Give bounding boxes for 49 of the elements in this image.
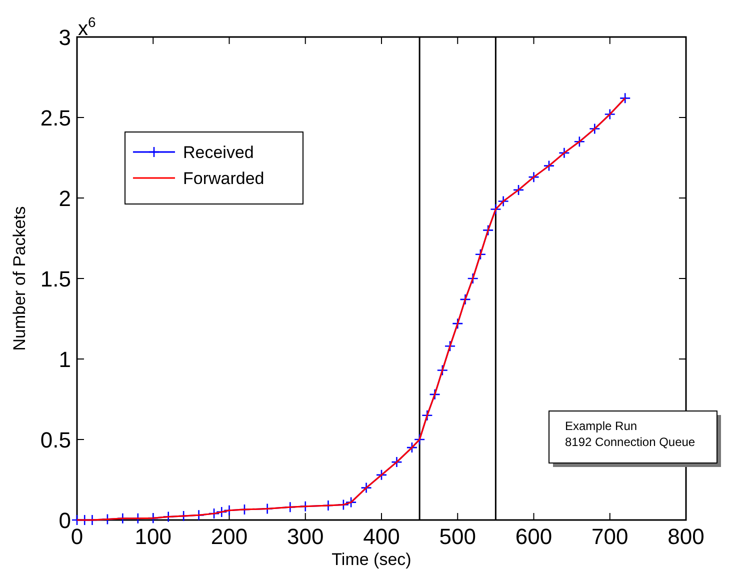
y-tick-label: 2 — [58, 186, 71, 211]
legend-label: Forwarded — [183, 169, 264, 188]
legend-label: Received — [183, 143, 254, 162]
y-tick-label: 0.5 — [40, 428, 71, 452]
point — [604, 108, 616, 120]
point — [498, 196, 509, 207]
point — [208, 508, 220, 520]
point — [543, 160, 555, 172]
point — [528, 171, 540, 183]
y-tick-label: 1.5 — [40, 266, 71, 292]
y-axis-title: Number of Packets — [10, 206, 29, 351]
point — [512, 184, 524, 196]
point — [376, 469, 388, 481]
x-tick-label: 800 — [668, 524, 704, 549]
point — [216, 506, 228, 518]
annotation: Example Run — [565, 419, 638, 433]
point — [619, 92, 631, 104]
annotation: 8192 Connection Queue — [565, 435, 696, 449]
point — [429, 388, 440, 400]
y-tick-label: 2.5 — [40, 106, 71, 130]
point — [406, 442, 418, 454]
x-axis-title: Time (sec) — [332, 550, 412, 569]
point — [422, 410, 433, 421]
point — [460, 294, 471, 306]
x-tick-label: 200 — [210, 524, 248, 549]
point — [391, 456, 402, 468]
annotation: x$^{6}$ — [78, 14, 96, 40]
point — [467, 272, 478, 284]
point — [414, 434, 426, 446]
point — [444, 340, 456, 352]
x-tick-label: 600 — [515, 524, 552, 549]
x-tick-label: 700 — [592, 524, 628, 549]
point — [558, 147, 570, 159]
y-tick-label: 1 — [58, 347, 71, 372]
point — [345, 496, 357, 508]
point — [360, 482, 372, 494]
x-tick-label: 300 — [287, 524, 324, 549]
y-tick-label: 3 — [58, 25, 71, 50]
point — [452, 318, 464, 330]
point — [474, 248, 486, 260]
point — [436, 364, 448, 376]
point — [589, 123, 600, 134]
y-tick-label: 0 — [58, 508, 71, 533]
x-tick-label: 500 — [439, 524, 476, 549]
point — [574, 136, 586, 148]
point — [490, 204, 502, 215]
x-tick-label: 400 — [363, 524, 400, 549]
x-tick-label: 100 — [134, 524, 172, 549]
point — [482, 224, 494, 236]
